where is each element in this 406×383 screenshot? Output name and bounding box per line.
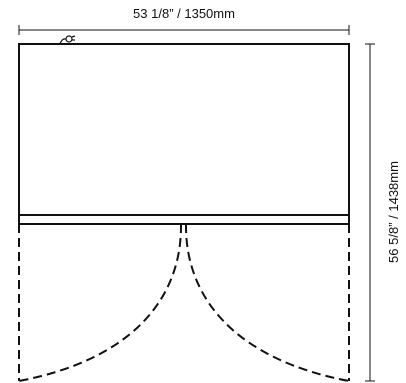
door-swing-arcs (18, 223, 350, 382)
height-dimension-label: 56 5/8” / 1438mm (386, 161, 401, 263)
width-dimension-label: 53 1/8” / 1350mm (133, 6, 235, 21)
cabinet-body (18, 43, 350, 216)
plug-icon (59, 35, 76, 45)
height-dimension (365, 43, 375, 382)
left-door-swing-arc (18, 223, 183, 382)
right-door-swing-arc (184, 223, 350, 382)
door-panel (18, 214, 350, 225)
width-dimension (18, 25, 350, 35)
